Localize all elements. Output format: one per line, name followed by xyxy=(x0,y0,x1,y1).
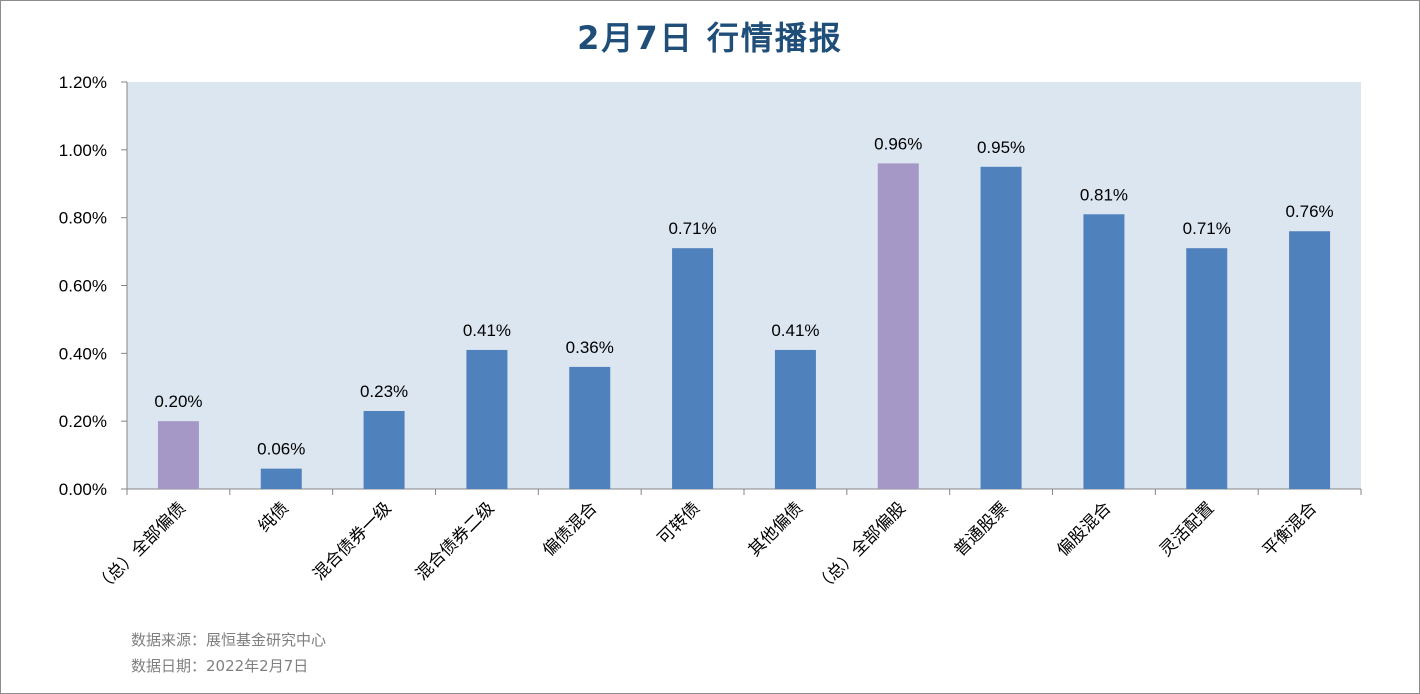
data-label: 0.06% xyxy=(257,440,305,459)
data-label: 0.95% xyxy=(977,138,1025,157)
category-label: 混合债券二级 xyxy=(412,498,498,584)
category-label: （总）全部偏股 xyxy=(811,498,909,596)
plot-area xyxy=(127,82,1361,489)
data-label: 0.71% xyxy=(668,219,716,238)
bar xyxy=(774,349,816,489)
category-label: 混合债券一级 xyxy=(309,498,395,584)
y-tick-label: 0.80% xyxy=(59,209,107,228)
data-label: 0.41% xyxy=(463,321,511,340)
bar xyxy=(877,163,919,489)
category-label: 纯债 xyxy=(255,498,293,536)
bar xyxy=(980,166,1022,489)
data-label: 0.20% xyxy=(154,392,202,411)
y-tick-label: 1.20% xyxy=(59,73,107,92)
category-label: 灵活配置 xyxy=(1156,498,1218,560)
y-tick-label: 0.40% xyxy=(59,344,107,363)
y-tick-label: 0.60% xyxy=(59,277,107,296)
data-label: 0.23% xyxy=(360,382,408,401)
data-label: 0.41% xyxy=(771,321,819,340)
data-source-note: 数据来源：展恒基金研究中心 xyxy=(131,631,327,649)
data-label: 0.96% xyxy=(874,134,922,153)
bar xyxy=(1083,214,1125,489)
category-label: 普通股票 xyxy=(950,498,1012,560)
chart-title: 2月7日 行情播报 xyxy=(577,19,843,57)
bar xyxy=(672,248,714,489)
category-label: 偏债混合 xyxy=(539,498,601,560)
category-label: 平衡混合 xyxy=(1259,498,1321,560)
y-tick-label: 1.00% xyxy=(59,141,107,160)
bar xyxy=(466,349,508,489)
data-label: 0.36% xyxy=(566,338,614,357)
y-tick-label: 0.20% xyxy=(59,412,107,431)
bar xyxy=(1186,248,1228,489)
bar xyxy=(363,410,405,489)
bar xyxy=(569,366,611,489)
bar xyxy=(157,421,199,489)
category-label: （总）全部偏债 xyxy=(92,498,190,596)
category-label: 其他偏债 xyxy=(745,498,807,560)
category-label: 可转债 xyxy=(654,498,704,548)
bar xyxy=(260,468,302,489)
category-label: 偏股混合 xyxy=(1053,498,1115,560)
data-label: 0.81% xyxy=(1080,185,1128,204)
data-date-note: 数据日期：2022年2月7日 xyxy=(131,657,309,675)
data-label: 0.71% xyxy=(1183,219,1231,238)
y-tick-label: 0.00% xyxy=(59,480,107,499)
data-label: 0.76% xyxy=(1285,202,1333,221)
bar xyxy=(1289,231,1331,489)
